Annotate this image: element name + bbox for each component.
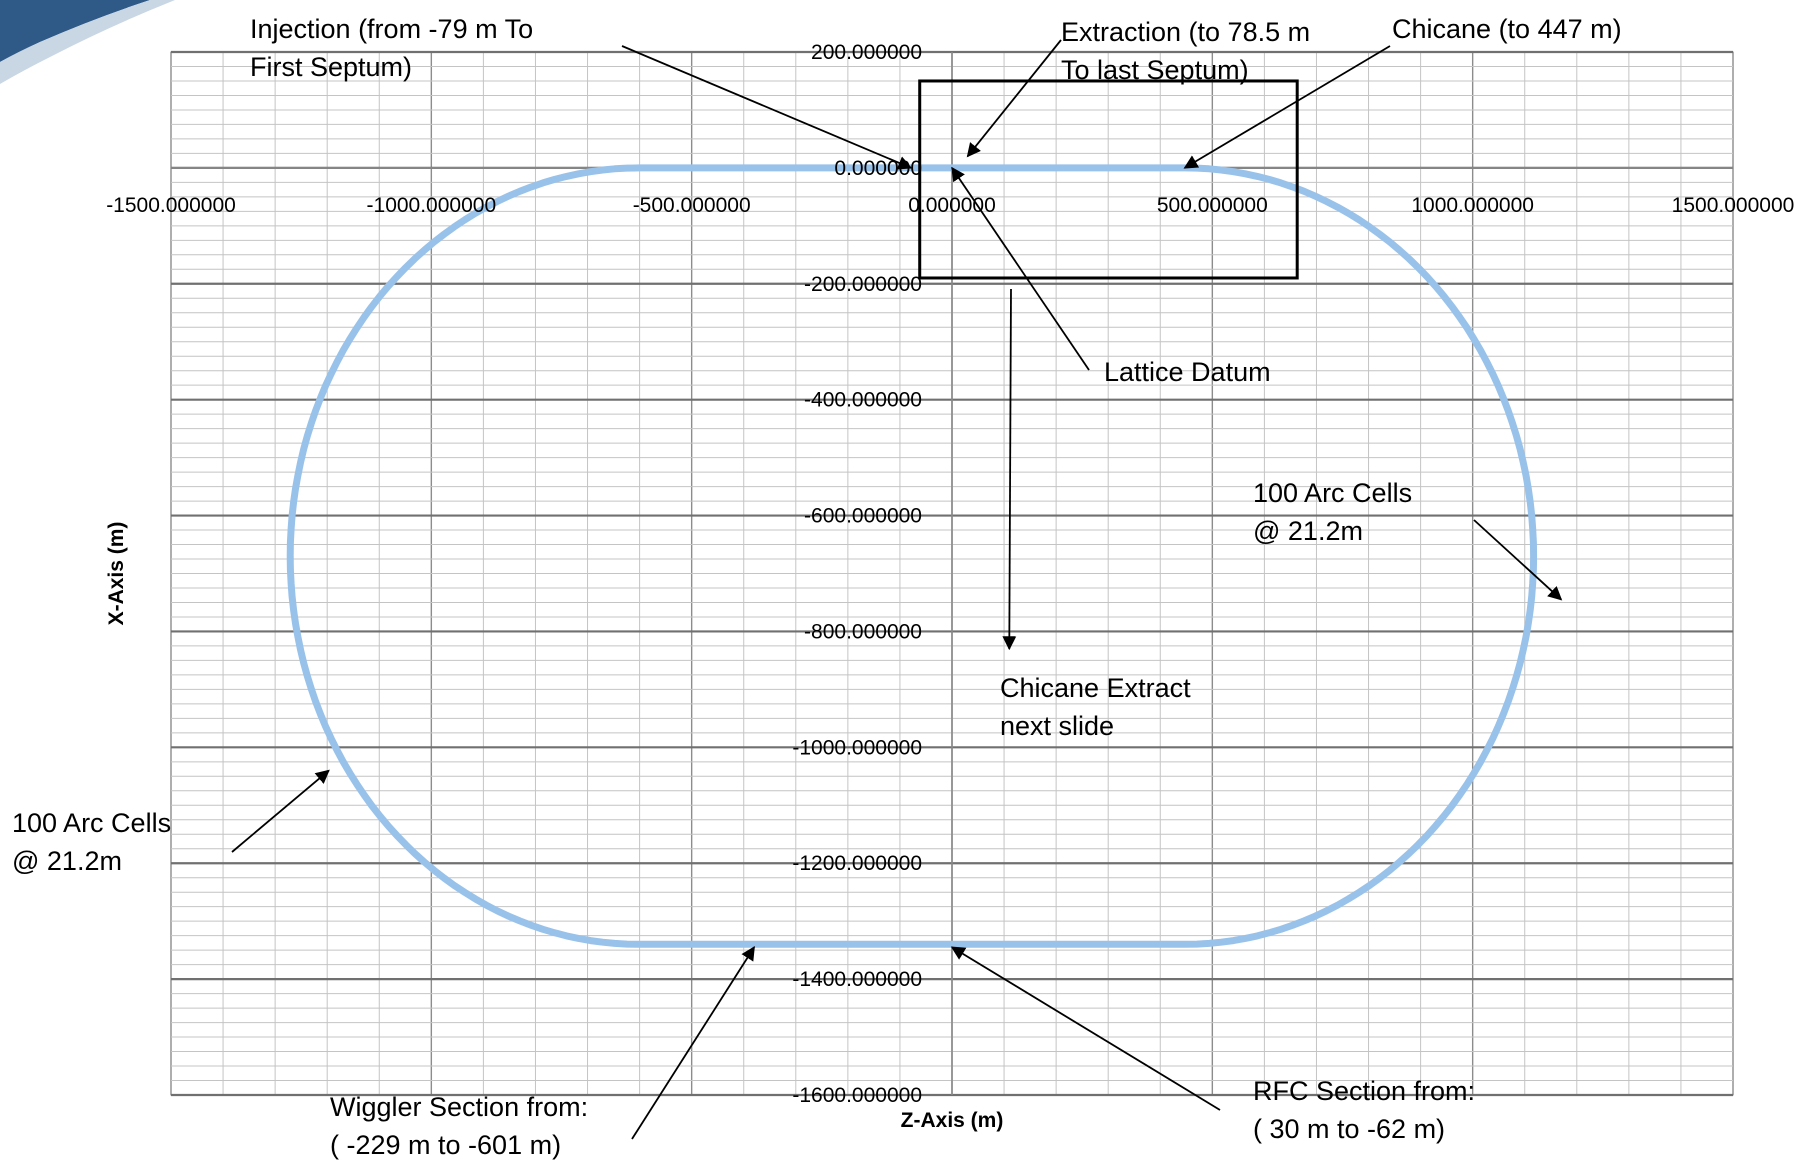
annotation-chicane: Chicane (to 447 m) (1183, 14, 1622, 169)
y-tick-label: -200.000000 (804, 273, 922, 296)
annotation-injection: Injection (from -79 m To First Septum) (250, 14, 913, 170)
plot-grid (170, 50, 1734, 1097)
y-tick-label: -400.000000 (804, 389, 922, 412)
annotation-lattice-datum: Lattice Datum (951, 166, 1271, 387)
annotation-text: 100 Arc Cells @ 21.2m (1253, 478, 1412, 546)
x-tick-label: -500.000000 (633, 194, 751, 217)
annotation-arrow (950, 946, 1221, 1111)
annotation-rfc: RFC Section from:( 30 m to -62 m) (950, 946, 1475, 1144)
annotation-text: Wiggler Section from:( -229 m to -601 m) (330, 1092, 588, 1160)
annotation-text: RFC Section from:( 30 m to -62 m) (1253, 1076, 1475, 1144)
y-tick-label: -600.000000 (804, 505, 922, 528)
y-tick-label: -1200.000000 (792, 852, 922, 875)
annotation-text: Injection (from -79 m To First Septum) (250, 14, 533, 82)
extraction-region-box (918, 79, 1299, 280)
annotation-chicane-extract: Chicane Extract next slide (1000, 288, 1191, 741)
tick-labels: -1500.000000 -1000.000000 -500.000000 0.000… (106, 41, 1794, 1107)
annotation-arrow (231, 769, 330, 853)
plot-series (286, 164, 1538, 948)
y-tick-label: -1600.000000 (792, 1084, 922, 1107)
annotation-wiggler: Wiggler Section from:( -229 m to -601 m) (330, 946, 755, 1160)
annotation-arrow (1473, 519, 1563, 601)
annotation-text: Lattice Datum (1104, 357, 1271, 387)
annotation-text: Chicane (to 447 m) (1392, 14, 1622, 44)
annotation-arc-left: 100 Arc Cells @ 21.2m (12, 769, 330, 876)
y-tick-label: -1000.000000 (792, 736, 922, 759)
annotation-arrow (621, 45, 913, 170)
annotation-text: 100 Arc Cells @ 21.2m (12, 808, 171, 876)
annotation-arc-right: 100 Arc Cells @ 21.2m (1253, 478, 1563, 601)
y-tick-label: 0.000000 (834, 157, 922, 180)
x-tick-label: 1500.000000 (1672, 194, 1795, 217)
y-tick-label: 200.000000 (811, 41, 922, 64)
x-tick-label: -1000.000000 (367, 194, 497, 217)
x-axis-title: Z-Axis (m) (901, 1109, 1004, 1132)
annotation-arrow (631, 946, 755, 1140)
x-tick-label: -1500.000000 (106, 194, 236, 217)
annotation-arrow (966, 39, 1062, 158)
annotation-text: Chicane Extract next slide (1000, 673, 1191, 741)
annotation-text: Extraction (to 78.5 m To last Septum) (1061, 17, 1310, 85)
annotation-arrow (1002, 288, 1017, 651)
highlight-box-layer (918, 79, 1299, 280)
annotations: Injection (from -79 m To First Septum) Ext… (12, 14, 1622, 1160)
series-racetrack-path (286, 164, 1538, 948)
y-tick-label: -1400.000000 (792, 968, 922, 991)
x-tick-label: 500.000000 (1157, 194, 1268, 217)
annotation-arrow (951, 166, 1090, 371)
annotation-extraction: Extraction (to 78.5 m To last Septum) (966, 17, 1310, 158)
y-tick-label: -800.000000 (804, 620, 922, 643)
x-tick-label: 1000.000000 (1411, 194, 1534, 217)
y-axis-title: X-Axis (m) (105, 522, 128, 626)
annotation-arrow (1183, 45, 1391, 169)
slide-corner-decoration (0, 0, 175, 84)
